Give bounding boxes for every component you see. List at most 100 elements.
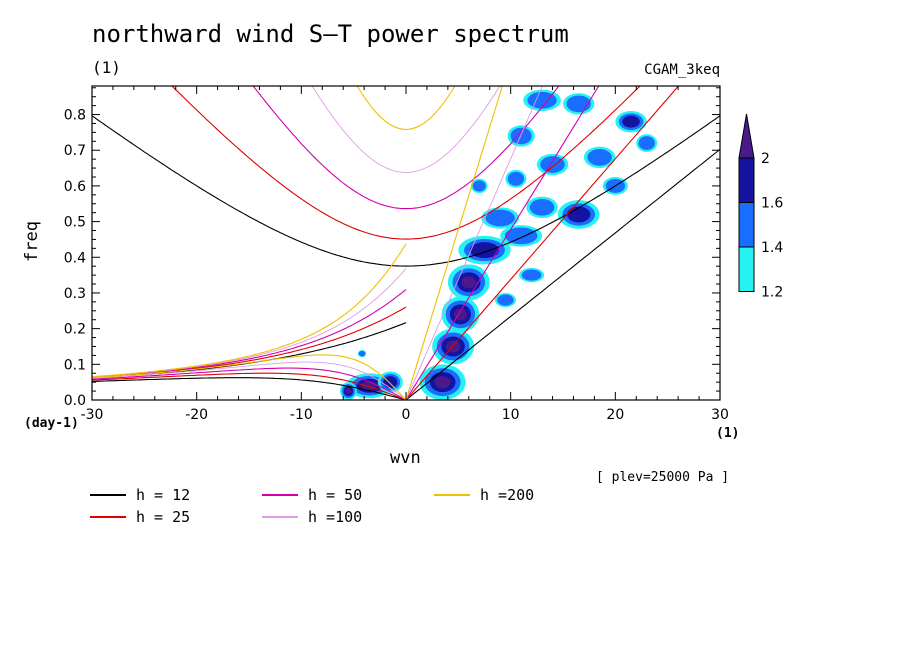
power-blob [519, 267, 545, 283]
plot-frame [91, 85, 721, 401]
power-blob [507, 125, 535, 147]
colorbar-box [738, 246, 755, 292]
legend-swatch [262, 494, 298, 496]
x-axis: -30 -20 -10 0 10 20 30 [81, 86, 729, 423]
curve-h12 [92, 115, 720, 400]
dispersion-line [92, 367, 407, 400]
dispersion-line [405, 86, 543, 400]
power-blob [563, 93, 595, 115]
power-contours [340, 89, 658, 400]
contour-level-2 [504, 227, 538, 245]
colorbar-box [738, 157, 755, 203]
power-blob [526, 196, 558, 219]
dispersion-line [252, 86, 560, 210]
dispersion-line [356, 86, 456, 130]
contour-level-2 [587, 149, 612, 166]
chart-title: northward wind S–T power spectrum [92, 20, 569, 48]
y-axis: 0.0 0.1 0.2 0.3 0.4 0.5 0.6 0.7 0.8 [64, 87, 720, 409]
colorbar-box [738, 202, 755, 248]
dispersion-line [405, 148, 720, 400]
power-blob [505, 169, 527, 188]
legend-item-h200: h =200 [434, 486, 534, 504]
dispersion-line [92, 361, 407, 400]
x-tick-label: 20 [606, 407, 624, 423]
dispersion-line [405, 86, 680, 400]
legend-swatch [262, 516, 298, 518]
dispersion-line [311, 86, 501, 173]
power-blob [419, 364, 466, 400]
x-unit-label: (1) [716, 426, 740, 441]
contour-level-2 [521, 269, 542, 281]
title-unit: (1) [92, 58, 121, 77]
y-tick-label: 0.3 [64, 286, 86, 302]
x-tick-label: -10 [290, 407, 313, 423]
contour-level-4 [434, 376, 451, 389]
power-blob [377, 371, 403, 393]
power-blob [441, 296, 480, 333]
y-tick-label: 0.6 [64, 179, 86, 195]
power-blob [583, 146, 616, 169]
y-tick-label: 0.1 [64, 357, 86, 373]
contour-level-4 [461, 276, 476, 289]
dispersion-curves [92, 86, 720, 400]
power-blob [447, 264, 490, 301]
power-blob [500, 225, 543, 247]
contour-level-2 [638, 136, 655, 151]
contour-level-2 [507, 171, 525, 186]
legend-item-h50: h = 50 [262, 486, 362, 504]
y-tick-label: 0.8 [64, 108, 86, 124]
legend-item-h12: h = 12 [90, 486, 190, 504]
curve-h25 [92, 86, 680, 400]
power-blob [557, 200, 600, 229]
curve-h100 [92, 86, 543, 400]
contour-level-2 [358, 350, 366, 357]
x-tick-label: -30 [81, 407, 104, 423]
contour-level-4 [345, 388, 352, 395]
y-tick-label: 0.2 [64, 322, 86, 338]
pressure-level-label: [ plev=25000 Pa ] [596, 470, 730, 485]
y-tick-label: 0.0 [64, 393, 86, 409]
contour-level-2 [497, 294, 514, 306]
legend: h = 12 h = 25 h = 50 h =100 h =200 [90, 486, 610, 530]
dispersion-line [92, 289, 407, 378]
legend-item-h100: h =100 [262, 508, 362, 526]
dispersion-line [92, 372, 407, 400]
contour-level-2 [510, 127, 532, 145]
legend-item-h25: h = 25 [90, 508, 190, 526]
power-blob [470, 178, 488, 194]
legend-label: h = 12 [136, 486, 191, 504]
contour-level-2 [472, 180, 486, 192]
y-tick-label: 0.4 [64, 250, 86, 266]
power-blob [636, 134, 658, 153]
colorbar-label: 2 [761, 151, 770, 167]
dispersion-line [92, 306, 407, 379]
colorbar-label: 1.6 [761, 196, 783, 212]
dispersion-line [405, 86, 503, 400]
x-tick-label: -20 [185, 407, 208, 423]
x-tick-label: 30 [711, 407, 729, 423]
legend-label: h = 25 [136, 508, 191, 526]
power-blob [494, 292, 516, 308]
x-tick-label: 0 [402, 407, 411, 423]
contour-level-2 [529, 198, 555, 216]
colorbar-label: 1.4 [761, 240, 783, 256]
legend-label: h =200 [480, 486, 535, 504]
power-blob [481, 207, 520, 229]
legend-swatch [90, 494, 126, 496]
power-blob [615, 110, 647, 133]
legend-label: h =100 [308, 508, 363, 526]
contour-level-2 [527, 91, 557, 109]
legend-swatch [434, 494, 470, 496]
y-unit-label: (day-1) [24, 416, 79, 431]
legend-swatch [90, 516, 126, 518]
curve-h200 [92, 86, 503, 400]
contour-level-3 [622, 115, 640, 128]
dispersion-line [405, 86, 600, 400]
colorbar: 2 1.6 1.4 1.2 [738, 113, 783, 301]
model-label: CGAM_3keq [644, 62, 720, 78]
y-tick-label: 0.5 [64, 215, 86, 231]
x-tick-label: 10 [502, 407, 520, 423]
contour-level-2 [485, 209, 515, 227]
colorbar-label: 1.2 [761, 285, 783, 301]
